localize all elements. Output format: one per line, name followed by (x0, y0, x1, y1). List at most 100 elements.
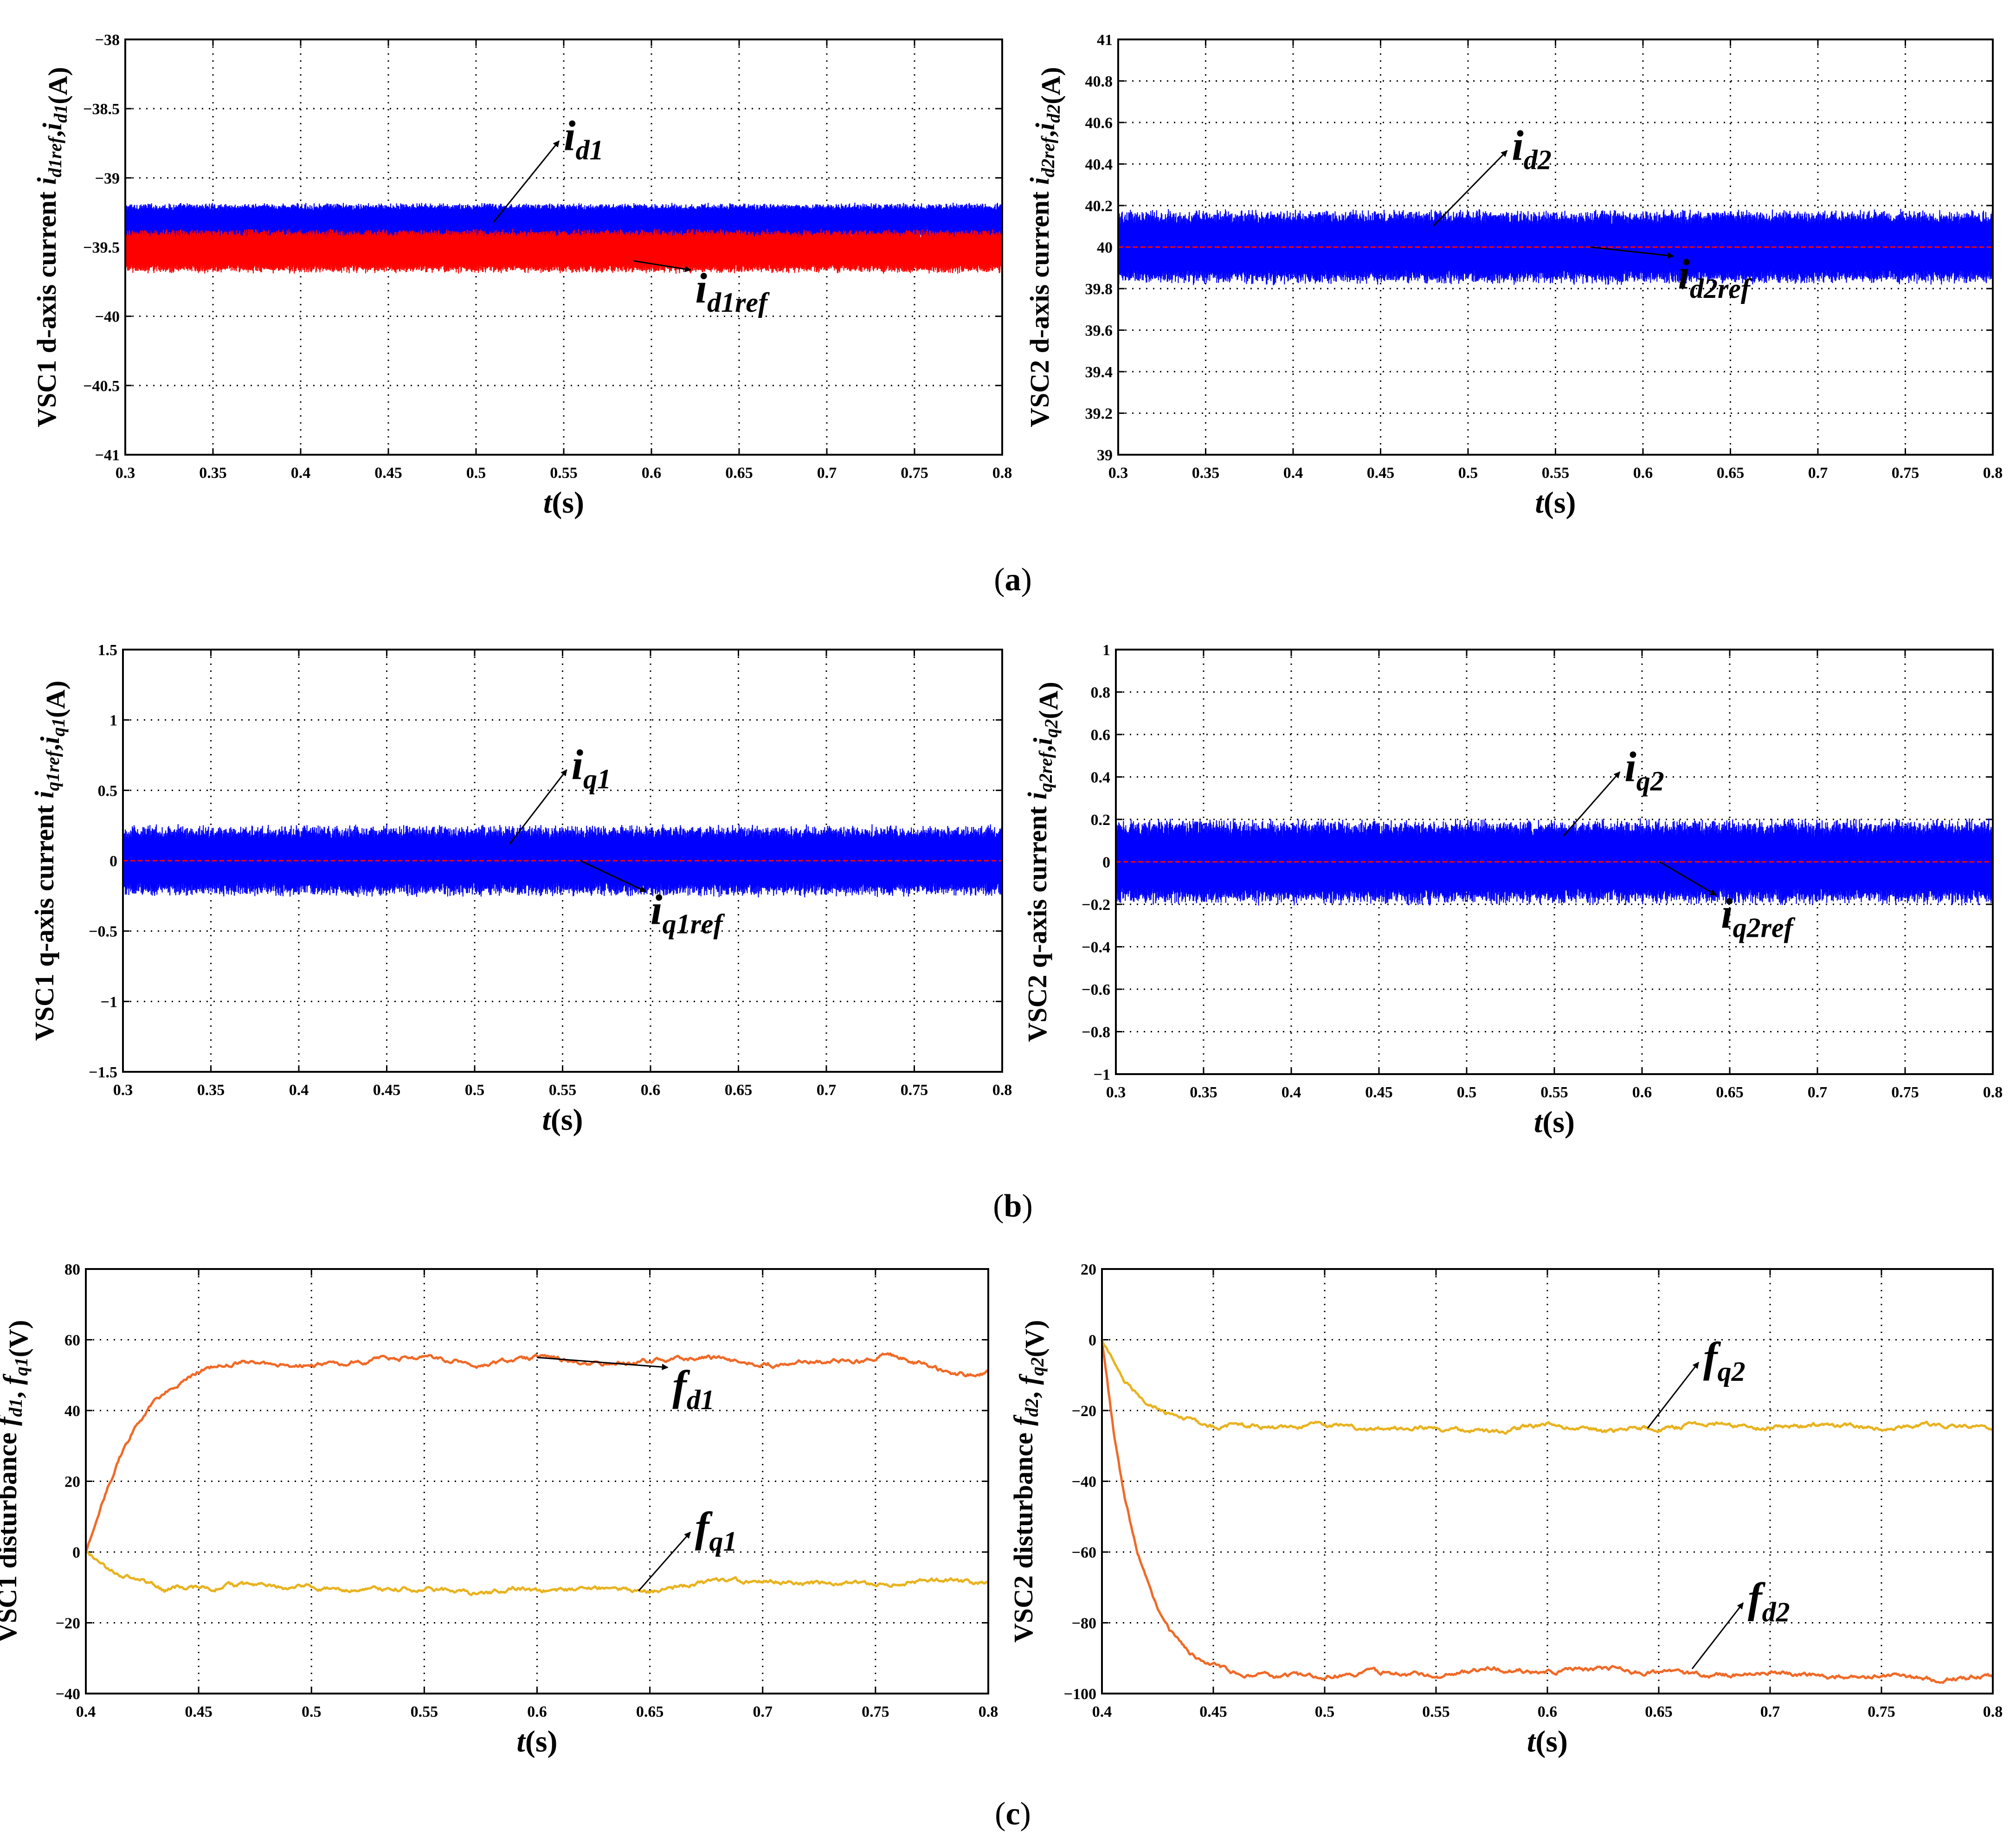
y-tick-label: −0.5 (89, 923, 117, 941)
x-tick-label: 0.3 (1108, 464, 1128, 482)
annotation-arrow (638, 1532, 691, 1591)
annotation-label: fq1 (695, 1503, 737, 1557)
y-tick-label: −41 (95, 447, 120, 464)
x-axis-label: t(s) (542, 1103, 583, 1137)
x-tick-label: 0.35 (197, 1082, 225, 1099)
y-tick-label: −40 (56, 1686, 80, 1703)
x-tick-label: 0.7 (817, 464, 837, 482)
y-tick-label: −20 (1072, 1403, 1096, 1420)
x-tick-label: 0.6 (1538, 1703, 1558, 1720)
x-tick-label: 0.6 (527, 1703, 547, 1720)
plot-frame (122, 649, 1003, 1073)
y-tick-label: 40.4 (1085, 156, 1113, 174)
y-tick-label: 40.6 (1085, 115, 1113, 132)
y-tick-label: 1.5 (98, 642, 118, 659)
series-i-d1ref (124, 228, 1003, 274)
y-tick-label: 40 (64, 1403, 80, 1420)
y-tick-label: 40 (1097, 239, 1113, 257)
caption-c: (c) (995, 1796, 1031, 1832)
grid: 0.3 0.35 0.4 0.45 0.5 0.55 0.6 0.65 0.7 0.75 0.8 −4… (83, 32, 1012, 482)
plot-frame (1101, 1268, 1994, 1694)
annotation-label: iq2ref (1721, 889, 1796, 943)
y-tick-label: 0.6 (1091, 727, 1111, 744)
y-tick-label: −40.5 (83, 378, 120, 395)
x-tick-label: 0.65 (725, 464, 753, 482)
y-tick-label: 40.2 (1085, 198, 1113, 215)
y-tick-label: 0 (1089, 1332, 1096, 1349)
x-tick-label: 0.7 (817, 1082, 837, 1099)
y-tick-label: 40.8 (1085, 73, 1113, 90)
x-tick-label: 0.3 (113, 1082, 133, 1099)
x-tick-label: 0.7 (1760, 1703, 1780, 1720)
y-tick-label: 39.6 (1085, 322, 1113, 340)
x-tick-label: 0.3 (116, 464, 135, 482)
y-tick-label: 80 (64, 1261, 80, 1278)
y-tick-label: −60 (1072, 1544, 1096, 1561)
x-tick-label: 0.8 (992, 1082, 1012, 1099)
x-tick-label: 0.7 (753, 1703, 773, 1720)
x-tick-label: 0.5 (465, 1082, 485, 1099)
plot-frame (1115, 649, 1994, 1075)
annotation-arrow (1691, 1602, 1744, 1669)
y-tick-label: −0.6 (1082, 981, 1110, 999)
x-tick-label: 0.5 (302, 1703, 322, 1720)
annotation-arrow (537, 1357, 669, 1371)
x-tick-label: 0.55 (550, 464, 578, 482)
x-tick-label: 0.75 (862, 1703, 889, 1720)
x-tick-label: 0.5 (1315, 1703, 1335, 1720)
x-tick-label: 0.6 (641, 1082, 661, 1099)
y-tick-label: −38.5 (83, 101, 120, 118)
x-tick-label: 0.4 (1283, 464, 1303, 482)
x-tick-label: 0.75 (1892, 464, 1919, 482)
x-tick-label: 0.35 (1190, 1084, 1217, 1101)
y-tick-label: −39.5 (83, 239, 120, 257)
series-i-d2 (1117, 209, 1994, 285)
y-tick-label: −38 (95, 32, 120, 49)
y-tick-label: 0.8 (1091, 684, 1111, 702)
x-tick-label: 0.45 (1365, 1084, 1393, 1101)
grid: 0.4 0.45 0.5 0.55 0.6 0.65 0.7 0.75 0.8 −100 −80 −6… (1064, 1261, 2003, 1720)
annotation-arrow (1659, 861, 1717, 896)
annotation-arrow (1647, 1362, 1700, 1429)
y-tick-label: 0 (109, 853, 117, 870)
annotation-label: id2 (1512, 122, 1552, 175)
series-f-d2 (1101, 1340, 1994, 1684)
series-f-d1 (84, 1352, 989, 1553)
x-tick-label: 0.5 (1457, 1084, 1477, 1101)
grid: 0.3 0.35 0.4 0.45 0.5 0.55 0.6 0.65 0.7 0.75 0.8 −1… (1082, 642, 2003, 1101)
annotation-label: iq1 (571, 741, 611, 794)
y-tick-label: 39.2 (1085, 406, 1113, 423)
x-tick-label: 0.4 (76, 1703, 96, 1720)
x-tick-label: 0.8 (992, 464, 1012, 482)
y-tick-label: 1 (1102, 642, 1110, 659)
x-tick-label: 0.4 (289, 1082, 309, 1099)
plot-frame (85, 1268, 989, 1694)
y-axis-label: VSC2 q-axis current iq2ref,iq2(A) (1022, 682, 1063, 1042)
x-tick-label: 0.4 (1092, 1703, 1112, 1720)
y-axis-label: VSC1 q-axis current iq1ref,iq1(A) (29, 681, 71, 1041)
x-axis-label: t(s) (1535, 486, 1576, 520)
x-axis-label: t(s) (1527, 1725, 1568, 1759)
x-tick-label: 0.45 (1199, 1703, 1227, 1720)
annotation-label: iq1ref (651, 886, 725, 940)
grid: 0.4 0.45 0.5 0.55 0.6 0.65 0.7 0.75 0.8 −40 −20 0 20… (56, 1261, 998, 1720)
x-tick-label: 0.75 (901, 1082, 928, 1099)
x-tick-label: 0.65 (725, 1082, 753, 1099)
x-tick-label: 0.7 (1808, 464, 1828, 482)
x-tick-label: 0.4 (1282, 1084, 1301, 1101)
y-tick-label: 20 (1081, 1261, 1096, 1278)
x-tick-label: 0.4 (291, 464, 311, 482)
y-tick-label: 0.4 (1091, 769, 1111, 786)
y-tick-label: 0.5 (98, 782, 118, 799)
x-tick-label: 0.65 (1716, 1084, 1744, 1101)
x-tick-label: 0.45 (373, 1082, 401, 1099)
annotation-arrow (493, 140, 560, 223)
x-axis-label: t(s) (1534, 1105, 1575, 1139)
y-axis-label: VSC2 d-axis current id2ref,id2(A) (1024, 67, 1066, 427)
x-tick-label: 0.45 (374, 464, 402, 482)
x-tick-label: 0.75 (1891, 1084, 1919, 1101)
y-tick-label: −0.2 (1082, 896, 1110, 914)
caption-b: (b) (993, 1188, 1033, 1224)
x-tick-label: 0.6 (1632, 1084, 1652, 1101)
x-tick-label: 0.65 (636, 1703, 664, 1720)
